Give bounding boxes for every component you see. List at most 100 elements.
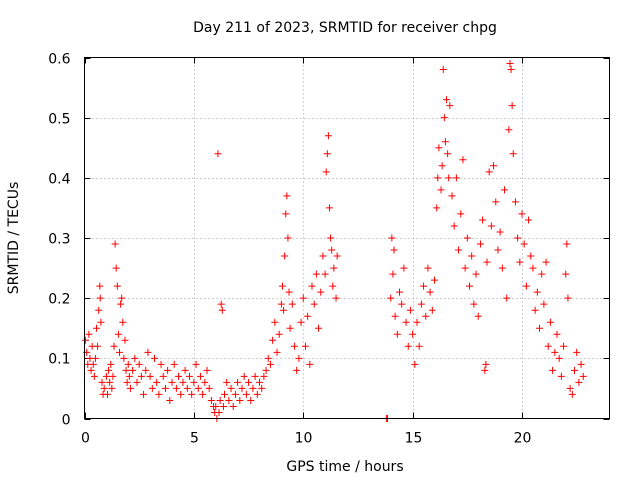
data-point [103,390,111,398]
data-point [183,384,191,392]
data-point [125,372,133,380]
data-point [218,306,226,314]
data-point [514,234,522,242]
x-axis-label: GPS time / hours [286,459,403,475]
chart-title: Day 211 of 2023, SRMTID for receiver chp… [193,20,497,36]
plot-frame [84,57,610,419]
data-point [295,354,303,362]
data-point [231,390,239,398]
data-point [448,192,456,200]
data-point [463,234,471,242]
data-point [142,366,150,374]
data-point [509,150,517,158]
data-point [527,252,535,260]
data-point [566,384,574,392]
data-point [293,366,301,374]
data-point [433,204,441,212]
data-point [96,282,104,290]
data-point [97,318,105,326]
data-point [411,360,419,368]
data-point [555,354,563,362]
data-point [225,396,233,404]
x-tick-label: 20 [514,431,532,447]
data-point [217,300,225,308]
y-tick-label: 0.1 [48,352,70,368]
data-point [319,252,327,260]
data-point [273,348,281,356]
data-point [496,228,504,236]
data-point [389,270,397,278]
data-point [431,276,438,284]
x-tick-label: 0 [81,431,90,447]
data-point [96,294,104,302]
data-point [207,396,215,404]
data-point [518,210,526,218]
data-point [120,354,128,362]
data-point [205,384,213,392]
data-point [490,162,498,170]
data-point [137,372,145,380]
data-point [288,300,296,308]
data-point [476,240,484,248]
data-point [330,264,338,272]
data-point [557,372,565,380]
data-point [546,318,554,326]
data-point [168,378,176,386]
data-point [108,384,116,392]
data-point [242,390,250,398]
y-tick-label: 0.4 [48,172,70,188]
data-point [562,270,570,278]
data-point [308,282,316,290]
data-point [391,312,399,320]
data-point [328,246,336,254]
data-point [262,366,270,374]
data-point [297,318,305,326]
data-point [387,294,395,302]
data-point [417,300,425,308]
data-point [129,366,137,374]
data-point [275,330,283,338]
data-point [327,234,335,242]
data-point [498,264,506,272]
data-point [256,378,263,386]
data-point [203,366,211,374]
data-point [82,336,90,344]
data-point [94,342,102,350]
data-point [420,282,428,290]
data-point [564,294,572,302]
data-point [266,360,274,368]
data-point [434,174,442,182]
data-point [568,390,576,398]
data-point [247,396,255,404]
data-point [221,390,228,398]
data-point [190,378,198,386]
data-point [229,402,237,410]
data-point [110,342,118,350]
data-point [409,330,417,338]
data-point [170,360,178,368]
data-point [271,318,279,326]
data-point [424,264,432,272]
data-point [301,342,309,350]
data-point [90,372,98,380]
data-point [402,318,410,326]
data-point [516,258,524,266]
data-point [483,258,491,266]
data-point [321,270,329,278]
data-point [223,378,231,386]
data-point [450,222,458,230]
data-point [538,270,546,278]
y-axis-label: SRMTID / TECUs [6,182,22,295]
axis-ticks: 0 5 10 15 20 0 0.1 0.2 0.3 0.4 0.5 0.6 [48,52,610,447]
data-point [406,306,414,314]
data-point [472,270,480,278]
data-point [181,366,189,374]
y-tick-label: 0.3 [48,232,70,248]
data-point [326,204,333,212]
data-point [400,264,408,272]
data-point [481,366,489,374]
data-point [466,282,473,290]
data-point [119,318,127,326]
data-point [117,300,125,308]
data-point [426,288,434,296]
